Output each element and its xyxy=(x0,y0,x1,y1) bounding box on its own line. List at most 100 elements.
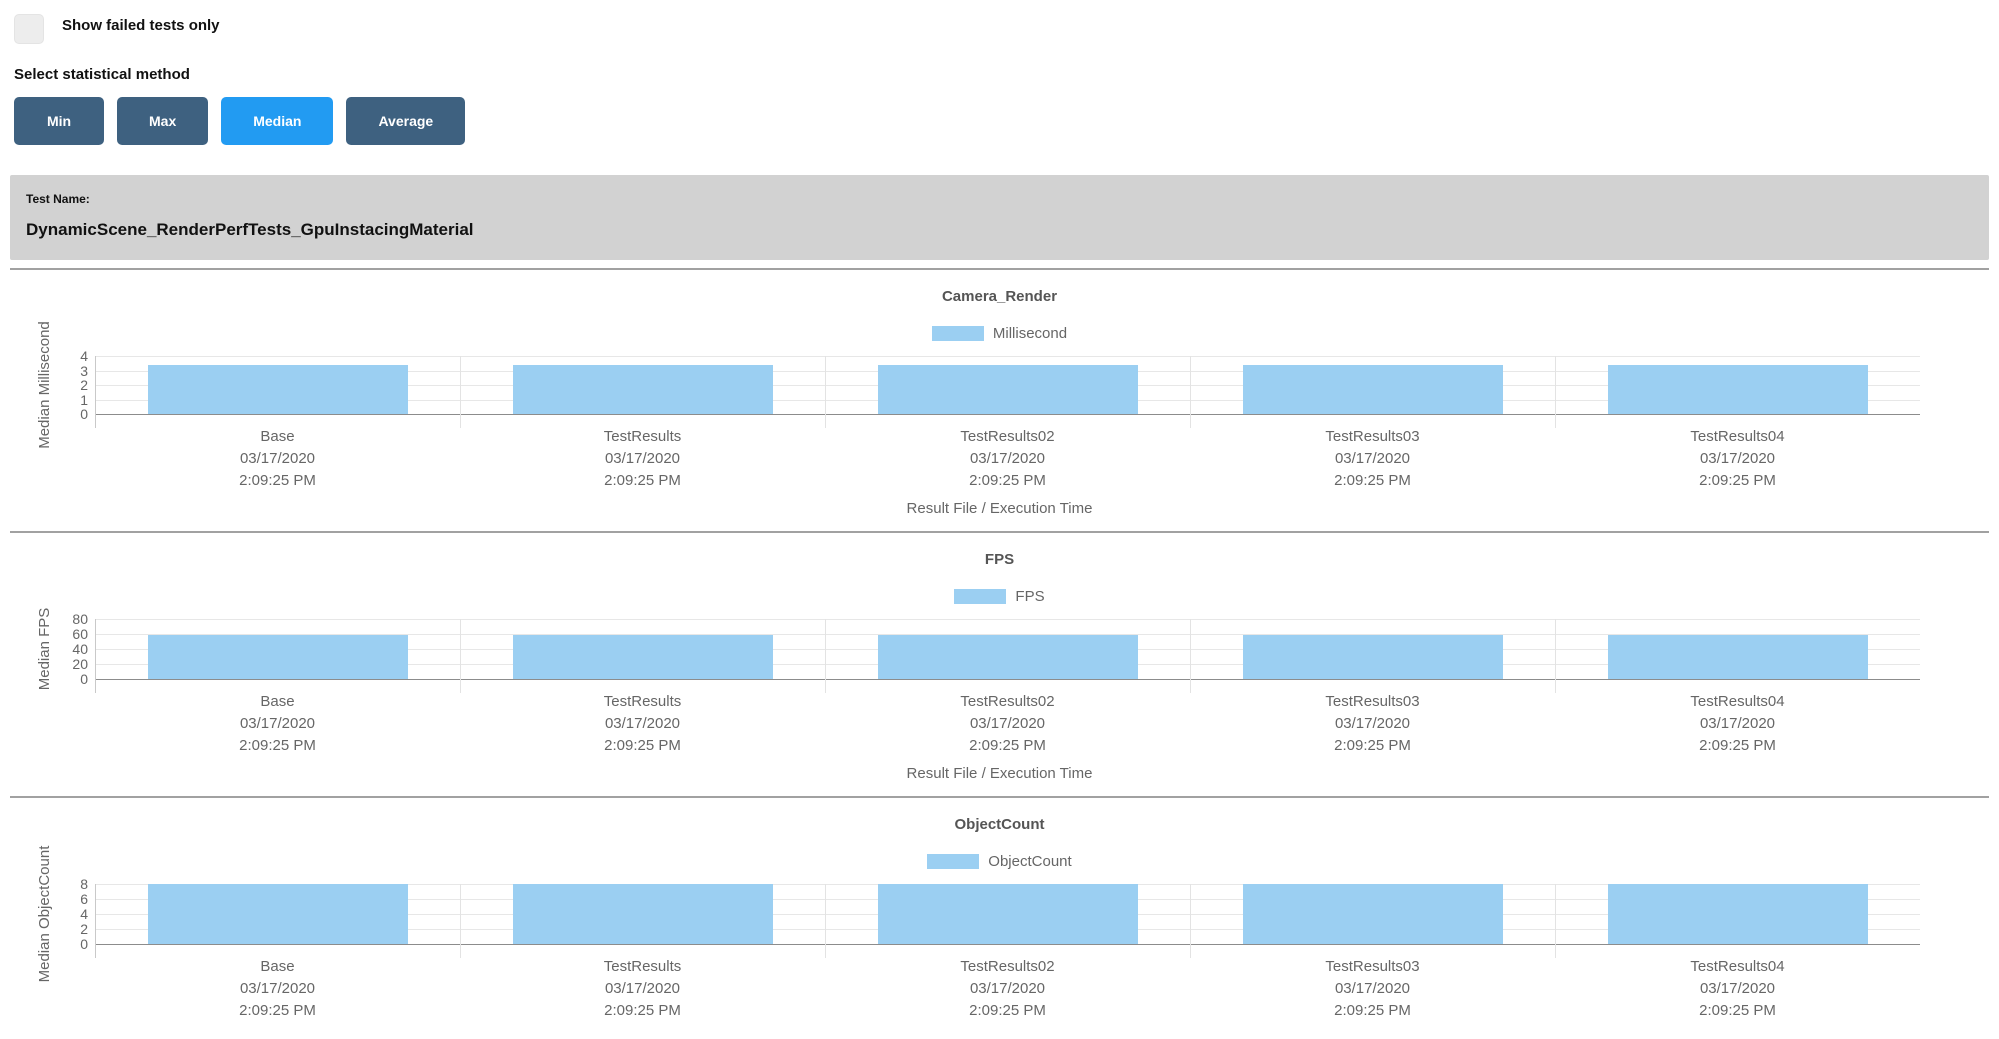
legend-item[interactable]: Millisecond xyxy=(10,325,1989,342)
legend-swatch xyxy=(931,326,984,341)
test-name-label: Test Name: xyxy=(26,192,90,206)
y-tick-label: 60 xyxy=(72,626,88,642)
bar-base[interactable] xyxy=(147,884,408,944)
category-time: 2:09:25 PM xyxy=(604,1002,681,1019)
bar-testresults02[interactable] xyxy=(877,365,1138,414)
y-tick-label: 6 xyxy=(80,891,88,907)
category-name: Base xyxy=(260,428,295,445)
gridline-x xyxy=(460,884,461,958)
category-name: TestResults xyxy=(603,428,682,445)
category-time: 2:09:25 PM xyxy=(1699,737,1776,754)
y-tick-label: 0 xyxy=(80,936,88,952)
y-tick-label: 4 xyxy=(80,906,88,922)
show-failed-row: Show failed tests only xyxy=(14,14,1999,44)
category-label: TestResults 03/17/2020 2:09:25 PM xyxy=(460,956,825,1022)
y-tick-label: 0 xyxy=(80,406,88,422)
legend-swatch xyxy=(954,589,1007,604)
category-name: Base xyxy=(260,693,295,710)
gridline-x xyxy=(460,619,461,693)
category-time: 2:09:25 PM xyxy=(1334,737,1411,754)
category-time: 2:09:25 PM xyxy=(969,737,1046,754)
show-failed-checkbox[interactable] xyxy=(14,14,44,44)
test-name-value: DynamicScene_RenderPerfTests_GpuInstacin… xyxy=(26,220,474,239)
category-time: 2:09:25 PM xyxy=(604,472,681,489)
stat-button-max[interactable]: Max xyxy=(117,97,209,145)
gridline-x xyxy=(1190,356,1191,428)
stat-button-min[interactable]: Min xyxy=(14,97,104,145)
bar-testresults04[interactable] xyxy=(1607,365,1868,414)
bar-base[interactable] xyxy=(147,365,408,414)
category-label: Base 03/17/2020 2:09:25 PM xyxy=(95,426,460,492)
gridline-x xyxy=(825,356,826,428)
bar-testresults03[interactable] xyxy=(1242,884,1503,944)
bar-testresults03[interactable] xyxy=(1242,635,1503,679)
category-name: TestResults03 xyxy=(1325,693,1420,710)
y-tick-label: 40 xyxy=(72,641,88,657)
category-date: 03/17/2020 xyxy=(1699,980,1776,997)
category-label: Base 03/17/2020 2:09:25 PM xyxy=(95,956,460,1022)
category-time: 2:09:25 PM xyxy=(604,737,681,754)
category-time: 2:09:25 PM xyxy=(969,1002,1046,1019)
gridline-x xyxy=(825,884,826,958)
x-axis-title: Result File / Execution Time xyxy=(906,765,1093,782)
gridline-x xyxy=(1190,884,1191,958)
category-label: Base 03/17/2020 2:09:25 PM xyxy=(95,691,460,757)
category-date: 03/17/2020 xyxy=(604,715,681,732)
y-axis-line xyxy=(95,884,96,958)
gridline-y-80 xyxy=(95,619,1920,620)
category-time: 2:09:25 PM xyxy=(1699,472,1776,489)
y-tick-label: 4 xyxy=(80,348,88,364)
y-axis-line xyxy=(95,356,96,428)
category-label: TestResults04 03/17/2020 2:09:25 PM xyxy=(1555,426,1920,492)
category-time: 2:09:25 PM xyxy=(239,1002,316,1019)
category-name: TestResults04 xyxy=(1690,693,1785,710)
category-date: 03/17/2020 xyxy=(604,450,681,467)
category-time: 2:09:25 PM xyxy=(239,737,316,754)
category-date: 03/17/2020 xyxy=(1334,980,1411,997)
stat-button-median[interactable]: Median xyxy=(221,97,334,145)
bar-testresults02[interactable] xyxy=(877,884,1138,944)
category-label: TestResults 03/17/2020 2:09:25 PM xyxy=(460,426,825,492)
plot-area: Median Millisecond 4 3 2 1 0 Base 03/17/2020 2:0… xyxy=(10,321,1989,492)
chart-section-camera_render: Camera_Render Millisecond Median Milliseco… xyxy=(10,268,1989,531)
category-time: 2:09:25 PM xyxy=(969,472,1046,489)
category-name: TestResults02 xyxy=(960,428,1055,445)
category-date: 03/17/2020 xyxy=(1334,715,1411,732)
category-label: TestResults02 03/17/2020 2:09:25 PM xyxy=(825,956,1190,1022)
category-date: 03/17/2020 xyxy=(969,450,1046,467)
gridline-x xyxy=(1555,356,1556,428)
bar-testresults[interactable] xyxy=(512,365,773,414)
y-tick-label: 2 xyxy=(80,921,88,937)
chart-section-fps: FPS FPS Median FPS 80 60 40 20 0 Base 03/17/2020 2… xyxy=(10,531,1989,796)
y-tick-label: 1 xyxy=(80,391,88,408)
bar-testresults04[interactable] xyxy=(1607,884,1868,944)
category-name: TestResults04 xyxy=(1690,958,1785,975)
bar-testresults[interactable] xyxy=(512,635,773,679)
gridline-x xyxy=(825,619,826,693)
category-name: TestResults03 xyxy=(1325,428,1420,445)
legend-label: FPS xyxy=(1015,588,1045,605)
legend-item[interactable]: FPS xyxy=(10,588,1989,605)
bar-testresults[interactable] xyxy=(512,884,773,944)
legend-item[interactable]: ObjectCount xyxy=(10,853,1989,870)
test-name-banner: Test Name: DynamicScene_RenderPerfTests_… xyxy=(10,175,1989,260)
bar-testresults03[interactable] xyxy=(1242,365,1503,414)
gridline-x xyxy=(460,356,461,428)
bar-testresults04[interactable] xyxy=(1607,635,1868,679)
show-failed-label: Show failed tests only xyxy=(62,17,220,34)
chart-title: Camera_Render xyxy=(941,288,1058,305)
bar-base[interactable] xyxy=(147,635,408,679)
y-tick-label: 2 xyxy=(80,377,88,393)
category-label: TestResults03 03/17/2020 2:09:25 PM xyxy=(1190,426,1555,492)
category-date: 03/17/2020 xyxy=(239,715,316,732)
bar-testresults02[interactable] xyxy=(877,635,1138,679)
gridline-y-0 xyxy=(95,944,1920,945)
category-label: TestResults 03/17/2020 2:09:25 PM xyxy=(460,691,825,757)
y-tick-label: 20 xyxy=(72,656,88,672)
stat-button-average[interactable]: Average xyxy=(346,97,466,145)
legend-label: Millisecond xyxy=(992,325,1068,342)
category-label: TestResults04 03/17/2020 2:09:25 PM xyxy=(1555,956,1920,1022)
gridline-x xyxy=(1190,619,1191,693)
category-date: 03/17/2020 xyxy=(969,715,1046,732)
category-label: TestResults03 03/17/2020 2:09:25 PM xyxy=(1190,691,1555,757)
